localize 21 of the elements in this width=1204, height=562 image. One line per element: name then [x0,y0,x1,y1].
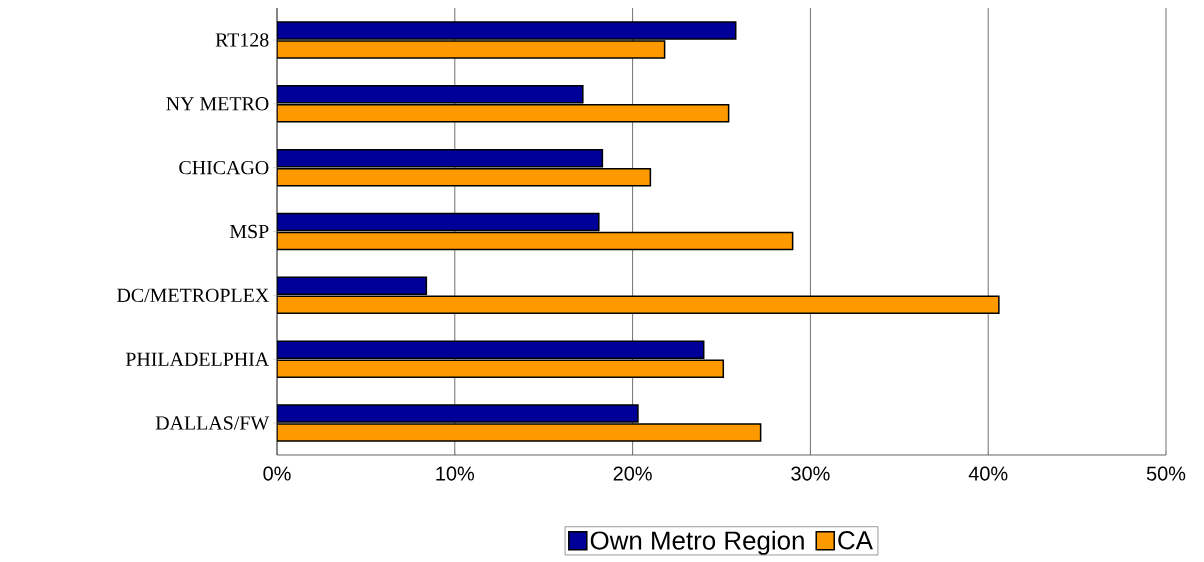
x-tick-label: 40% [968,466,1008,481]
x-tick-label: 20% [613,466,652,481]
x-tick-label: 0% [263,466,291,481]
legend-label: Own Metro Region [590,530,804,555]
y-tick-label: DALLAS/FW [155,416,270,430]
y-tick-label: DC/METROPLEX [117,288,269,303]
bar [277,276,428,296]
legend-label: CA [838,531,873,550]
y-tick-label: CHICAGO [179,160,269,175]
y-tick-label: MSP [229,224,269,239]
bar [277,295,1000,315]
y-tick-label: RT128 [215,33,269,47]
y-tick-label: PHILADELPHIA [125,352,270,366]
x-tick-label: 50% [1146,466,1186,481]
bar [277,212,600,232]
bar [277,148,604,168]
x-tick-label: 10% [436,466,475,481]
x-tick-label: 30% [791,466,830,481]
bar [277,167,652,187]
bar [277,231,794,251]
y-tick-label: NY METRO [166,97,269,111]
